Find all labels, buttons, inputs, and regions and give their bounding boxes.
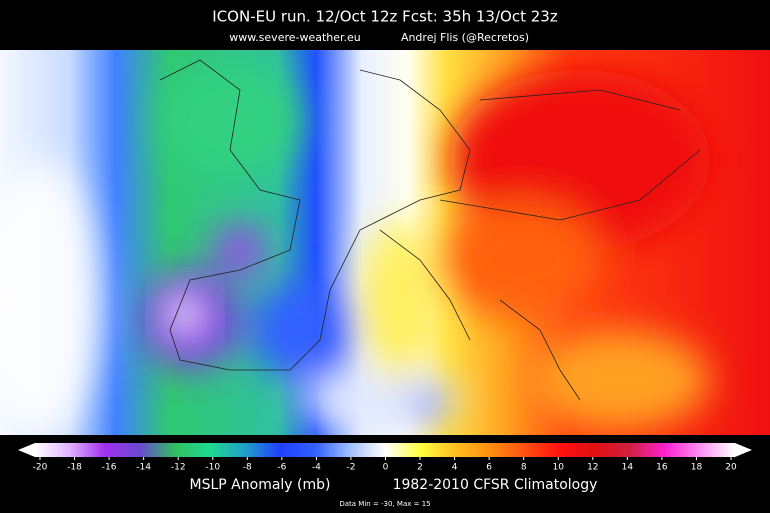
tick-label: -20 — [33, 463, 48, 473]
tick-label: 20 — [725, 463, 737, 473]
tick-label: -4 — [312, 463, 321, 473]
tick-label: -14 — [136, 463, 151, 473]
colorbar-ramp — [35, 443, 735, 457]
tick-label: 18 — [691, 463, 703, 473]
tick-label: -2 — [346, 463, 355, 473]
tick-label: 12 — [587, 463, 598, 473]
tick-label: -16 — [102, 463, 117, 473]
climatology-label: 1982-2010 CFSR Climatology — [393, 477, 598, 493]
tick-label: 16 — [656, 463, 668, 473]
tick-label: 0 — [383, 463, 389, 473]
tick-label: 14 — [622, 463, 634, 473]
author: Andrej Flis (@Recretos) — [401, 31, 529, 44]
map — [0, 50, 770, 435]
colorbar-label: MSLP Anomaly (mb) — [190, 477, 331, 493]
title: ICON-EU run. 12/Oct 12z Fcst: 35h 13/Oct… — [212, 8, 558, 26]
tick-label: 10 — [553, 463, 565, 473]
data-range: Data Min = -30, Max = 15 — [339, 500, 430, 508]
source: www.severe-weather.eu — [229, 31, 361, 44]
arrow-left — [18, 443, 35, 457]
tick-label: -12 — [171, 463, 186, 473]
tick-label: -10 — [205, 463, 220, 473]
arrow-right — [735, 443, 752, 457]
tick-label: -8 — [243, 463, 252, 473]
tick-label: 2 — [417, 463, 423, 473]
tick-label: 8 — [521, 463, 527, 473]
tick-label: -6 — [277, 463, 286, 473]
tick-label: -18 — [67, 463, 82, 473]
colorbar: -20 -18 -16 -14 -12 -10 -8 -6 -4 -2 0 2 4 6 8 10 12 14 16 1… — [18, 443, 752, 473]
tick-label: 4 — [452, 463, 458, 473]
tick-label: 6 — [486, 463, 492, 473]
